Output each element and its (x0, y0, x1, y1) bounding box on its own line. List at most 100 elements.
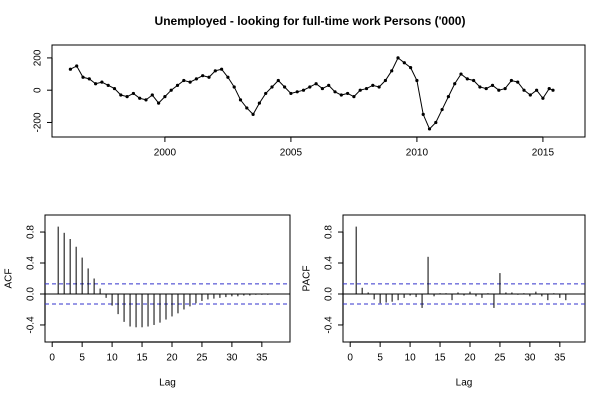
plot-box (51, 44, 586, 138)
data-point (490, 83, 495, 87)
data-point (465, 77, 469, 81)
chart-title: Unemployed - looking for full-time work … (155, 14, 466, 28)
data-point (238, 98, 243, 102)
x-tick-label: 10 (405, 353, 417, 364)
data-point (484, 86, 488, 91)
data-point (390, 69, 394, 73)
data-point (68, 67, 72, 71)
y-tick-label: 0.8 (26, 225, 37, 239)
data-point (182, 78, 186, 83)
x-tick-label: 5 (79, 353, 85, 364)
x-tick-label: 35 (256, 353, 268, 364)
data-point (427, 127, 432, 131)
data-point (535, 88, 539, 92)
data-point (87, 77, 91, 81)
data-point (276, 78, 280, 83)
data-point (339, 93, 343, 97)
data-point (100, 80, 104, 84)
data-point (245, 106, 249, 110)
x-tick-label: 15 (434, 353, 446, 364)
data-point (169, 88, 173, 92)
y-tick-label: 0.0 (324, 287, 335, 301)
data-point (421, 112, 425, 117)
y-axis-label: PACF (302, 266, 313, 292)
data-point (144, 98, 148, 102)
data-point (220, 67, 224, 71)
data-point (188, 80, 192, 84)
data-point (257, 101, 262, 105)
data-point (125, 95, 129, 99)
y-tick-label: -0.4 (324, 316, 335, 334)
y-tick-label: 0.0 (26, 287, 37, 301)
data-point (371, 83, 375, 87)
data-point (352, 95, 356, 99)
data-point (175, 83, 180, 87)
data-point (163, 95, 167, 99)
data-point (150, 93, 154, 97)
x-tick-label: 25 (494, 353, 506, 364)
y-tick-label: 0.4 (26, 256, 37, 270)
data-point (541, 96, 545, 100)
data-point (383, 78, 388, 83)
data-point (320, 86, 325, 91)
data-point (522, 88, 526, 92)
x-tick-label: 15 (136, 353, 148, 364)
data-point (509, 78, 514, 83)
data-point (270, 85, 274, 89)
y-tick-label: -200 (33, 112, 44, 132)
x-axis-label: Lag (456, 378, 473, 389)
series-line (70, 57, 554, 130)
x-tick-label: 5 (377, 353, 383, 364)
data-point (207, 75, 211, 79)
data-point (157, 101, 161, 105)
data-point (226, 75, 230, 79)
x-tick-label: 25 (196, 353, 208, 364)
data-point (358, 88, 362, 92)
data-point (440, 107, 444, 112)
data-point (453, 82, 457, 86)
y-axis-label: ACF (4, 269, 15, 289)
data-point (446, 95, 451, 99)
data-point (459, 72, 463, 76)
data-point (551, 88, 555, 92)
x-tick-label: 2010 (406, 148, 429, 159)
x-tick-label: 10 (107, 353, 119, 364)
data-point (119, 93, 123, 97)
y-tick-label: 0.4 (324, 256, 335, 270)
data-point (251, 112, 255, 117)
data-point (547, 86, 551, 91)
x-tick-label: 2000 (154, 148, 177, 159)
data-point (333, 90, 337, 94)
data-point (264, 91, 268, 96)
x-tick-label: 30 (524, 353, 536, 364)
data-point (194, 77, 199, 81)
y-tick-label: -0.4 (26, 316, 37, 334)
data-point (516, 80, 520, 84)
x-tick-label: 0 (347, 353, 353, 364)
data-point (81, 75, 85, 79)
data-point (308, 85, 312, 89)
y-tick-label: 200 (33, 49, 44, 66)
x-tick-label: 2015 (532, 148, 555, 159)
data-point (327, 83, 331, 87)
data-point (528, 93, 532, 97)
y-tick-label: 0 (33, 87, 44, 93)
x-tick-label: 0 (49, 353, 55, 364)
x-tick-label: 20 (464, 353, 476, 364)
data-point (283, 85, 287, 89)
y-tick-label: 0.8 (324, 225, 335, 239)
data-point (131, 91, 135, 96)
data-point (201, 74, 205, 78)
data-point (434, 120, 438, 125)
data-point (472, 78, 476, 83)
data-point (314, 82, 318, 86)
data-point (497, 88, 501, 92)
data-point (112, 86, 117, 91)
x-tick-label: 2005 (280, 148, 303, 159)
data-point (138, 96, 142, 100)
data-point (409, 65, 413, 70)
x-tick-label: 30 (226, 353, 238, 364)
data-point (396, 56, 400, 60)
data-point (478, 85, 482, 89)
